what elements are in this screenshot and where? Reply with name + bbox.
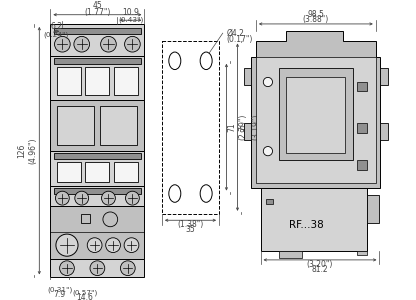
Bar: [50, 24, 144, 222]
Circle shape: [103, 212, 118, 227]
Ellipse shape: [169, 185, 181, 202]
Text: 71
(2.79"): 71 (2.79"): [228, 114, 247, 140]
Bar: [54, 153, 141, 159]
Bar: [50, 56, 144, 100]
Bar: [54, 58, 141, 64]
Text: (0.57"): (0.57"): [72, 290, 98, 296]
Circle shape: [263, 77, 272, 87]
Ellipse shape: [169, 52, 181, 70]
Circle shape: [59, 261, 74, 276]
Bar: [357, 251, 366, 255]
Bar: [50, 24, 144, 56]
Circle shape: [106, 238, 121, 253]
Text: 7.9: 7.9: [54, 290, 66, 298]
Circle shape: [75, 191, 89, 205]
Ellipse shape: [200, 52, 212, 70]
Polygon shape: [256, 57, 376, 183]
Circle shape: [102, 191, 115, 205]
Circle shape: [56, 234, 78, 256]
Bar: [366, 195, 379, 223]
Bar: [114, 67, 138, 95]
Text: Ø4.2: Ø4.2: [226, 29, 244, 38]
Bar: [286, 77, 345, 153]
Circle shape: [74, 36, 89, 52]
Text: (1.38"): (1.38"): [177, 220, 203, 230]
Text: 35: 35: [186, 225, 196, 234]
Bar: [380, 124, 388, 140]
Bar: [357, 82, 366, 91]
Bar: [266, 199, 273, 204]
Polygon shape: [251, 31, 380, 188]
Bar: [357, 124, 366, 133]
Bar: [85, 67, 109, 95]
Text: RF...38: RF...38: [289, 220, 324, 230]
Text: 45: 45: [92, 1, 102, 10]
Bar: [357, 160, 366, 170]
Text: (1.77"): (1.77"): [84, 8, 111, 17]
Text: 10.9: 10.9: [122, 8, 139, 17]
Bar: [244, 68, 251, 85]
Circle shape: [121, 261, 135, 276]
Bar: [54, 28, 141, 34]
Circle shape: [263, 146, 272, 156]
Bar: [50, 206, 144, 259]
Bar: [100, 106, 137, 145]
Text: 126
(4.96"): 126 (4.96"): [17, 137, 37, 164]
Text: (0.43"): (0.43"): [118, 16, 143, 22]
Circle shape: [126, 191, 139, 205]
Bar: [57, 106, 94, 145]
Circle shape: [54, 36, 70, 52]
Bar: [244, 124, 251, 140]
Circle shape: [101, 36, 116, 52]
Bar: [260, 188, 366, 251]
Text: (3.88"): (3.88"): [303, 15, 329, 24]
Bar: [279, 68, 353, 160]
Text: (0.24"): (0.24"): [44, 32, 69, 38]
Bar: [50, 259, 144, 278]
Text: 81.2: 81.2: [312, 265, 328, 274]
Circle shape: [124, 36, 140, 52]
Bar: [57, 67, 81, 95]
Circle shape: [55, 191, 69, 205]
Text: 98.5: 98.5: [307, 10, 324, 19]
Text: 81
(3.19"): 81 (3.19"): [241, 114, 260, 140]
Bar: [54, 188, 141, 194]
Text: (0.17"): (0.17"): [226, 35, 253, 44]
Bar: [50, 151, 144, 186]
Text: (3.20"): (3.20"): [306, 260, 333, 269]
Bar: [81, 214, 90, 223]
Circle shape: [87, 238, 102, 253]
Bar: [85, 162, 109, 182]
Bar: [57, 162, 81, 182]
Circle shape: [90, 261, 105, 276]
Text: 6.2: 6.2: [50, 22, 62, 31]
Bar: [50, 100, 144, 151]
Circle shape: [124, 238, 139, 253]
Bar: [279, 251, 302, 258]
Text: (0.31"): (0.31"): [47, 286, 72, 292]
Bar: [50, 186, 144, 206]
Bar: [114, 162, 138, 182]
Ellipse shape: [200, 185, 212, 202]
Bar: [380, 68, 388, 85]
Text: 14.6: 14.6: [77, 293, 93, 300]
Bar: [162, 40, 219, 214]
